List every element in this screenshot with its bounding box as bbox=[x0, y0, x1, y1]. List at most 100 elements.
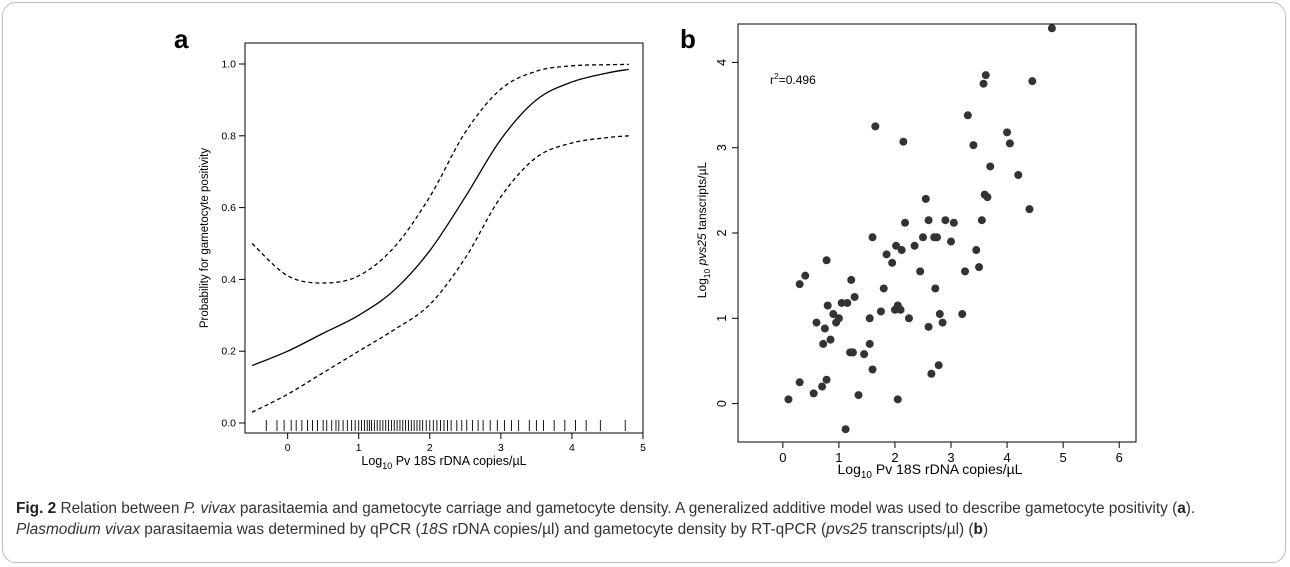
figure-svg: a 0.0 0.2 0.4 0.6 0.8 1.0 0 1 2 3 4 5 Probability … bbox=[174, 23, 1137, 481]
panel-b-data-point bbox=[904, 314, 913, 323]
panel-b-data-point bbox=[899, 137, 908, 146]
panel-b-data-point bbox=[969, 141, 978, 150]
panel-b-data-point bbox=[933, 233, 941, 242]
panel-b-data-point bbox=[938, 318, 947, 327]
panel-a-y-tick-label: 0.0 bbox=[221, 418, 236, 430]
panel-b-data-point bbox=[892, 241, 901, 250]
caption-text: rDNA copies/µl) and gametocyte density b… bbox=[448, 521, 827, 538]
panel-b-data-point bbox=[947, 237, 956, 246]
panel-b-data-point bbox=[860, 350, 869, 359]
panel-b-data-point bbox=[868, 365, 877, 374]
panel-b-data-point bbox=[979, 79, 988, 88]
panel-b-data-point bbox=[876, 307, 885, 316]
panel-a-x-tick-label: 3 bbox=[498, 442, 504, 454]
panel-b-data-point bbox=[896, 305, 905, 314]
caption-italic: pvs25 bbox=[826, 521, 868, 538]
panel-b-y-tick-label: 2 bbox=[715, 229, 729, 236]
caption-text: parasitaemia was determined by qPCR ( bbox=[140, 521, 421, 538]
panel-b-data-point bbox=[795, 280, 804, 289]
panel-a-y-axis-label: Probability for gametocyte positivity bbox=[199, 148, 211, 328]
panel-b-data-point bbox=[819, 339, 828, 348]
panel-b-x-axis-label: Log10 Pv 18S rDNA copies/µL bbox=[838, 461, 1023, 481]
panel-b-data-point bbox=[986, 162, 995, 171]
panel-b-data-point bbox=[924, 322, 933, 331]
panel-b-data-point bbox=[829, 310, 838, 319]
panel-b-data-point bbox=[934, 361, 943, 370]
panel-b-data-point bbox=[818, 382, 827, 391]
panel-b-data-point bbox=[958, 310, 967, 319]
panel-a-x-axis-label: Log10 Pv 18S rDNA copies/µL bbox=[361, 454, 526, 471]
panel-b-data-point bbox=[801, 271, 810, 280]
caption-text: ) bbox=[982, 521, 989, 538]
panel-a-y-tick-label: 1.0 bbox=[221, 59, 236, 71]
panel-b-data-point bbox=[897, 246, 906, 255]
panel-b-data-point bbox=[1025, 205, 1034, 214]
panel-b-data-point bbox=[1047, 24, 1056, 33]
panel-b-y-axis-label: Log10 pvs25 tanscripts/µL bbox=[695, 161, 712, 298]
panel-b-data-point bbox=[834, 314, 843, 323]
panel-b-data-point bbox=[850, 292, 859, 301]
panel-b-data-point bbox=[822, 256, 831, 265]
panel-b-data-point bbox=[949, 218, 958, 227]
panel-a-x-tick-label: 4 bbox=[569, 442, 575, 454]
panel-b-data-point bbox=[809, 389, 818, 398]
panel-b-data-point bbox=[975, 263, 984, 272]
panel-b-data-point bbox=[972, 246, 981, 255]
panel-b-data-point bbox=[882, 250, 891, 259]
panel-b-letter: b bbox=[680, 24, 696, 54]
panel-b: b 0 1 2 3 4 0 1 2 3 4 5 6 r2=0.496 Log10 pvs25 tan… bbox=[680, 23, 1137, 481]
panel-a-confidence-line bbox=[251, 135, 629, 413]
panel-b-data-point bbox=[888, 258, 897, 267]
panel-a-x-tick-label: 1 bbox=[356, 442, 362, 454]
panel-b-y-tick-label: 4 bbox=[715, 59, 729, 66]
panel-b-r-squared: r2=0.496 bbox=[770, 71, 816, 87]
panel-a-y-tick-label: 0.2 bbox=[221, 346, 236, 358]
panel-b-data-point bbox=[784, 395, 793, 404]
caption-text: transcripts/µl) ( bbox=[867, 521, 974, 538]
panel-b-data-point bbox=[963, 111, 972, 120]
panel-b-y-tick-label: 3 bbox=[715, 144, 729, 151]
panel-a-y-tick-label: 0.4 bbox=[221, 274, 236, 286]
panel-b-data-point bbox=[854, 391, 863, 400]
panel-a-y-tick-label: 0.6 bbox=[221, 202, 236, 214]
panel-b-data-point bbox=[983, 193, 992, 202]
panel-b-data-point bbox=[901, 218, 910, 227]
panel-a-letter: a bbox=[174, 24, 189, 54]
caption-bold: a bbox=[1177, 500, 1186, 517]
panel-b-data-point bbox=[841, 425, 850, 434]
panel-b-data-point bbox=[820, 324, 829, 333]
caption-italic: 18S bbox=[420, 521, 448, 538]
panel-a-x-tick-label: 0 bbox=[285, 442, 291, 454]
panel-b-data-point bbox=[1028, 77, 1037, 86]
panel-a-x-tick-label: 5 bbox=[640, 442, 646, 454]
panel-b-data-point bbox=[916, 267, 925, 276]
panel-a-y-tick-label: 0.8 bbox=[221, 130, 236, 142]
panel-b-x-tick-label: 2 bbox=[891, 450, 898, 465]
panel-b-data-point bbox=[848, 348, 857, 357]
caption-text: parasitaemia and gametocyte carriage and… bbox=[235, 500, 1178, 517]
panel-b-data-point bbox=[981, 71, 990, 80]
caption-text: ). bbox=[1185, 500, 1196, 517]
panel-b-data-point bbox=[931, 284, 940, 293]
caption-italic: P. vivax bbox=[183, 500, 236, 517]
panel-b-data-point bbox=[910, 241, 919, 250]
caption-bold: b bbox=[973, 521, 983, 538]
panel-b-data-point bbox=[924, 216, 933, 225]
panel-a: a 0.0 0.2 0.4 0.6 0.8 1.0 0 1 2 3 4 5 Probability … bbox=[174, 24, 646, 471]
caption-italic: Plasmodium vivax bbox=[16, 521, 141, 538]
panel-b-data-point bbox=[847, 275, 856, 284]
panel-b-data-point bbox=[935, 310, 944, 319]
panel-a-fit-line bbox=[251, 68, 629, 367]
panel-b-data-point bbox=[918, 233, 927, 242]
panel-b-x-tick-label: 1 bbox=[835, 450, 842, 465]
panel-b-data-point bbox=[826, 335, 835, 344]
panel-b-data-point bbox=[865, 314, 874, 323]
panel-b-data-point bbox=[812, 318, 821, 327]
panel-b-data-point bbox=[927, 369, 936, 378]
panel-b-data-point bbox=[1014, 170, 1023, 179]
panel-b-data-point bbox=[893, 395, 902, 404]
panel-b-x-tick-label: 4 bbox=[1003, 450, 1010, 465]
panel-b-data-point bbox=[1005, 139, 1014, 148]
panel-b-x-tick-label: 3 bbox=[947, 450, 954, 465]
